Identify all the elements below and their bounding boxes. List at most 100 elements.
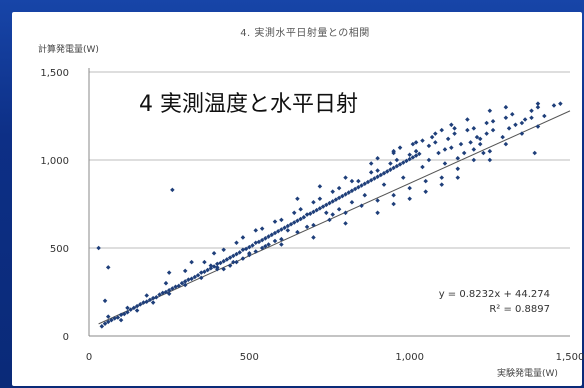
data-point bbox=[375, 168, 380, 173]
data-point bbox=[391, 201, 396, 207]
data-point bbox=[487, 108, 493, 113]
data-point bbox=[394, 157, 400, 163]
data-point bbox=[506, 126, 512, 131]
data-point bbox=[490, 127, 496, 133]
data-point bbox=[279, 242, 284, 247]
data-point bbox=[426, 157, 432, 163]
data-point bbox=[356, 178, 361, 184]
data-point bbox=[510, 111, 515, 117]
data-point bbox=[420, 164, 425, 170]
data-point bbox=[118, 317, 124, 323]
data-point bbox=[500, 134, 505, 140]
data-point bbox=[105, 265, 111, 270]
data-point bbox=[372, 176, 377, 181]
data-point bbox=[208, 265, 214, 271]
data-point bbox=[317, 184, 323, 189]
data-point bbox=[327, 200, 332, 206]
data-point bbox=[349, 199, 355, 205]
data-point bbox=[336, 195, 342, 201]
chart-title: 4. 実測水平日射量との相関 bbox=[240, 28, 370, 39]
y-tick-label: 1,000 bbox=[40, 156, 69, 167]
data-point bbox=[433, 140, 438, 145]
data-point bbox=[163, 289, 169, 295]
data-point bbox=[234, 240, 239, 245]
data-point bbox=[324, 210, 329, 216]
data-point bbox=[503, 104, 509, 110]
data-point bbox=[481, 150, 486, 156]
data-point bbox=[343, 175, 348, 180]
data-point bbox=[420, 138, 425, 143]
data-point bbox=[307, 211, 313, 216]
y-axis-label: 計算発電量(W) bbox=[38, 45, 99, 55]
data-point bbox=[147, 297, 153, 303]
trendline-r-squared: R² = 0.8897 bbox=[489, 304, 550, 315]
data-point bbox=[272, 238, 278, 244]
data-point bbox=[487, 148, 493, 154]
trendline-equation-box: y = 0.8232x + 44.274 R² = 0.8897 bbox=[400, 287, 550, 317]
data-point bbox=[375, 198, 380, 203]
data-point bbox=[439, 182, 444, 187]
data-point bbox=[474, 134, 480, 140]
data-point bbox=[295, 196, 300, 201]
data-point bbox=[227, 263, 233, 268]
data-point bbox=[471, 157, 477, 163]
data-point bbox=[295, 229, 300, 235]
data-point bbox=[231, 253, 236, 259]
data-point bbox=[407, 185, 412, 191]
trendline bbox=[98, 110, 571, 325]
data-point bbox=[336, 207, 342, 212]
data-point bbox=[192, 274, 198, 280]
data-point bbox=[397, 162, 403, 167]
data-point bbox=[208, 263, 214, 268]
data-point bbox=[170, 286, 175, 291]
data-point bbox=[198, 275, 204, 281]
data-point bbox=[429, 134, 435, 140]
data-point bbox=[535, 101, 541, 106]
data-point bbox=[224, 257, 230, 262]
data-point bbox=[96, 245, 101, 251]
data-point bbox=[266, 234, 271, 239]
data-point bbox=[202, 259, 207, 265]
data-point bbox=[311, 199, 316, 205]
data-point bbox=[529, 108, 534, 113]
data-point bbox=[330, 212, 335, 217]
data-point bbox=[484, 120, 489, 126]
data-point bbox=[231, 259, 236, 265]
data-point bbox=[535, 124, 541, 129]
data-point bbox=[99, 324, 105, 329]
data-point bbox=[529, 115, 534, 121]
data-point bbox=[311, 235, 316, 240]
data-point bbox=[311, 222, 316, 228]
data-point bbox=[327, 217, 332, 223]
data-point bbox=[166, 287, 172, 293]
data-point bbox=[388, 167, 393, 172]
data-point bbox=[407, 152, 412, 157]
data-point bbox=[285, 223, 291, 229]
data-point bbox=[234, 259, 239, 265]
data-point bbox=[362, 181, 368, 187]
data-point bbox=[138, 302, 143, 307]
data-point bbox=[240, 256, 246, 261]
data-point bbox=[410, 141, 416, 147]
data-point bbox=[330, 189, 335, 194]
data-point bbox=[205, 267, 210, 273]
data-point bbox=[359, 203, 364, 209]
data-point bbox=[461, 150, 467, 156]
data-point bbox=[558, 101, 563, 106]
data-point bbox=[240, 235, 246, 240]
data-point bbox=[259, 226, 265, 231]
data-point bbox=[522, 117, 528, 122]
data-point bbox=[452, 131, 457, 136]
data-point bbox=[163, 280, 169, 286]
data-point bbox=[279, 236, 284, 242]
data-point bbox=[195, 273, 201, 278]
data-point bbox=[423, 189, 428, 194]
data-point bbox=[285, 228, 291, 233]
data-point bbox=[449, 145, 454, 150]
data-point bbox=[503, 115, 509, 121]
data-point bbox=[391, 192, 396, 198]
data-point bbox=[176, 283, 182, 289]
data-point bbox=[170, 187, 175, 193]
data-point bbox=[433, 131, 438, 136]
data-point bbox=[346, 190, 352, 195]
